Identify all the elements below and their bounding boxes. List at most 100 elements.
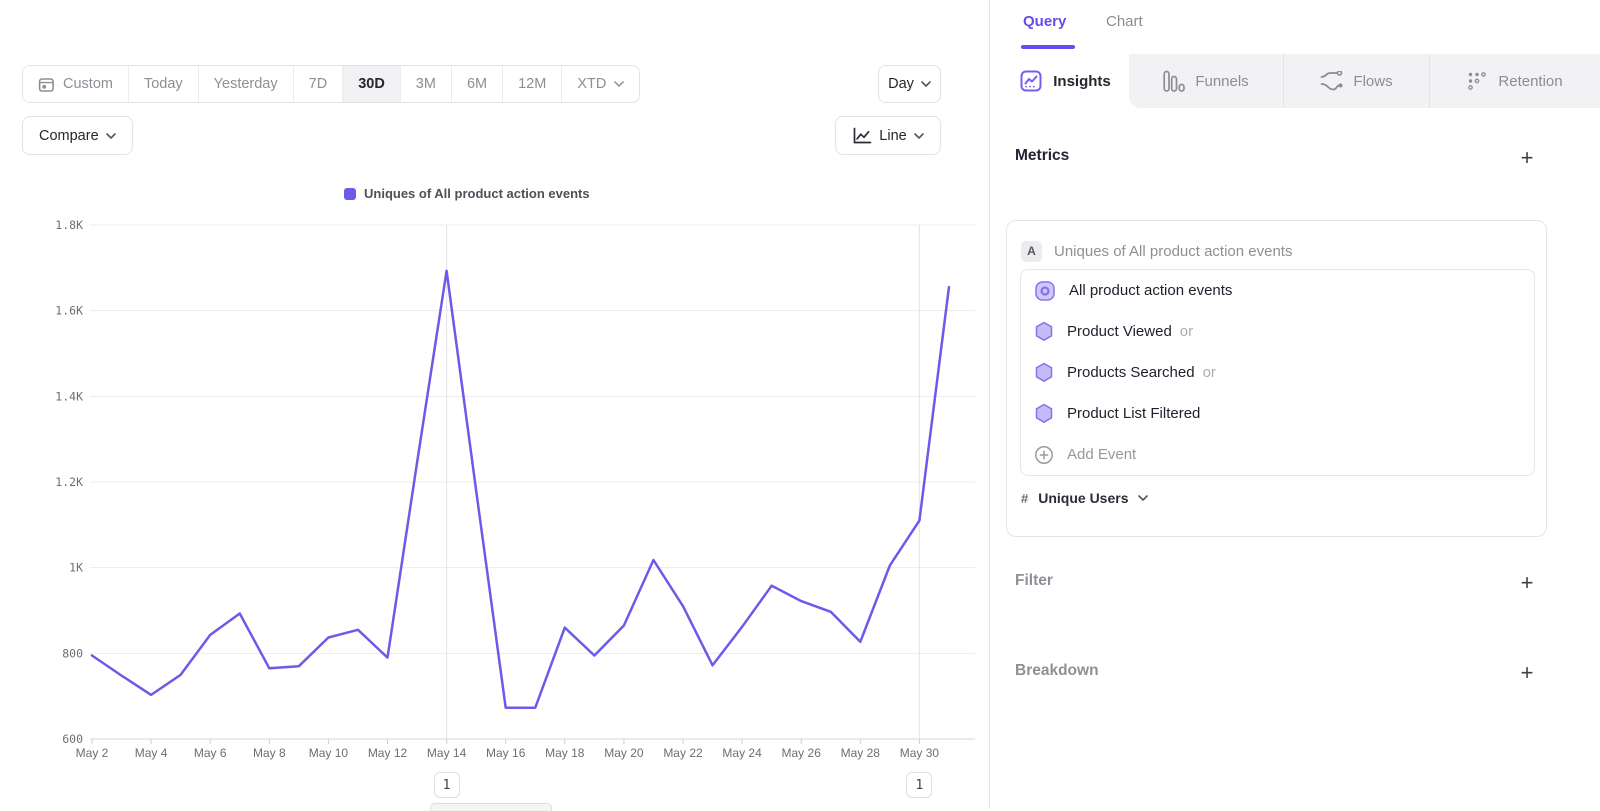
y-axis-tick-label: 1.6K (55, 304, 83, 318)
chevron-down-icon (614, 81, 625, 87)
y-axis-tick-label: 1.4K (55, 389, 83, 403)
event-hexagon-icon (1034, 362, 1054, 383)
date-range-xtd[interactable]: XTD (561, 66, 640, 102)
legend-swatch (344, 187, 356, 200)
x-axis-tick-label: May 2 (76, 746, 109, 760)
event-name: Products Searched (1067, 364, 1195, 381)
chart-legend: Uniques of All product action events (344, 186, 590, 201)
compare-button[interactable]: Compare (22, 116, 133, 155)
x-axis-tick-label: May 12 (368, 746, 408, 760)
funnels-icon (1163, 70, 1186, 93)
active-tab-underline (1021, 45, 1075, 49)
x-axis-tick-label: May 24 (722, 746, 762, 760)
granularity-button[interactable]: Day (878, 65, 941, 103)
x-axis-tick-label: May 20 (604, 746, 644, 760)
annotation-badge[interactable]: 1 (433, 772, 460, 798)
event-name: Product Viewed (1067, 323, 1172, 340)
chevron-down-icon (913, 132, 924, 139)
x-axis-tick-label: May 6 (194, 746, 227, 760)
y-axis-tick-label: 1.8K (55, 218, 83, 232)
event-row-all-product-action-events[interactable]: All product action events (1021, 270, 1534, 311)
add-metric-button[interactable]: + (1514, 145, 1540, 171)
line-chart-icon (852, 127, 872, 145)
date-range-custom[interactable]: Custom (23, 66, 128, 102)
x-axis-tick-label: May 18 (545, 746, 585, 760)
event-list-card: All product action events Product Viewed… (1020, 269, 1535, 476)
calendar-icon (38, 76, 55, 93)
tab-flows[interactable]: Flows (1283, 54, 1429, 108)
any-event-icon (1034, 280, 1056, 302)
chevron-down-icon (921, 81, 931, 87)
date-range-control: Custom Today Yesterday 7D 30D 3M 6M 12M … (22, 65, 641, 103)
date-range-12m[interactable]: 12M (502, 66, 562, 102)
chart-area: Custom Today Yesterday 7D 30D 3M 6M 12M … (22, 65, 975, 811)
event-row-products-searched[interactable]: Products Searched or (1021, 352, 1534, 393)
event-row-product-viewed[interactable]: Product Viewed or (1021, 311, 1534, 352)
report-tab-strip: Funnels Flows Retention (1129, 54, 1600, 108)
annotation-badge[interactable]: 1 (906, 772, 933, 798)
metric-header[interactable]: A Uniques of All product action events (1007, 221, 1546, 268)
aggregation-label: Unique Users (1038, 490, 1129, 506)
date-range-30d[interactable]: 30D (342, 66, 400, 102)
tab-insights[interactable]: Insights (1001, 54, 1129, 108)
x-axis-tick-label: May 4 (135, 746, 168, 760)
date-range-7d[interactable]: 7D (292, 66, 343, 102)
tab-chart[interactable]: Chart (1106, 13, 1143, 30)
metric-card: A Uniques of All product action events A… (1006, 220, 1547, 537)
chart-type-button[interactable]: Line (835, 116, 941, 155)
series-line[interactable] (90, 269, 951, 709)
date-range-label: XTD (577, 76, 607, 92)
x-axis-tick-label: May 28 (841, 746, 881, 760)
y-axis-tick-label: 600 (62, 732, 83, 746)
chevron-down-icon (1138, 495, 1149, 501)
x-axis-tick-label: May 26 (782, 746, 822, 760)
event-name: All product action events (1069, 282, 1233, 299)
metric-series-label: Uniques of All product action events (1054, 242, 1293, 260)
flows-icon (1320, 70, 1343, 92)
add-event-label: Add Event (1067, 446, 1137, 463)
event-row-product-list-filtered[interactable]: Product List Filtered (1021, 393, 1534, 434)
hash-icon: # (1021, 490, 1029, 506)
tab-label: Retention (1498, 72, 1563, 90)
y-axis-tick-label: 1.2K (55, 475, 83, 489)
tab-label: Flows (1353, 72, 1393, 90)
legend-label: Uniques of All product action events (364, 186, 590, 201)
chart-type-label: Line (879, 127, 907, 144)
date-range-label: Custom (63, 76, 113, 92)
event-operator: or (1202, 364, 1216, 381)
y-axis-tick-label: 800 (62, 646, 83, 660)
granularity-label: Day (888, 76, 914, 92)
retention-icon (1467, 71, 1488, 92)
series-letter-badge: A (1021, 240, 1042, 262)
breakdown-title: Breakdown (1015, 662, 1099, 679)
date-range-today[interactable]: Today (127, 66, 198, 102)
circle-plus-icon (1034, 445, 1054, 465)
x-axis-tick-label: May 30 (900, 746, 940, 760)
tab-funnels[interactable]: Funnels (1129, 54, 1283, 108)
metrics-title: Metrics (1015, 147, 1070, 164)
date-range-3m[interactable]: 3M (399, 66, 451, 102)
aggregation-selector[interactable]: # Unique Users (1007, 476, 1546, 506)
y-axis-tick-label: 1K (69, 561, 83, 575)
compare-label: Compare (39, 127, 99, 144)
x-axis-tick-label: May 22 (663, 746, 703, 760)
x-axis-tick-label: May 14 (427, 746, 467, 760)
x-axis-tick-label: May 16 (486, 746, 526, 760)
add-filter-button[interactable]: + (1514, 570, 1540, 596)
event-operator: or (1179, 323, 1194, 340)
date-range-yesterday[interactable]: Yesterday (197, 66, 293, 102)
date-range-6m[interactable]: 6M (450, 66, 503, 102)
x-axis-tick-label: May 10 (309, 746, 349, 760)
tab-query[interactable]: Query (1023, 13, 1067, 30)
tab-label: Insights (1053, 72, 1111, 90)
add-breakdown-button[interactable]: + (1514, 660, 1540, 686)
annotation-popup-edge (430, 803, 552, 811)
tab-label: Funnels (1195, 72, 1249, 90)
tab-retention[interactable]: Retention (1429, 54, 1600, 108)
add-event-button[interactable]: Add Event (1021, 434, 1534, 475)
chevron-down-icon (105, 132, 116, 139)
event-name: Product List Filtered (1067, 405, 1201, 422)
event-hexagon-icon (1034, 403, 1054, 424)
filter-title: Filter (1015, 572, 1053, 589)
